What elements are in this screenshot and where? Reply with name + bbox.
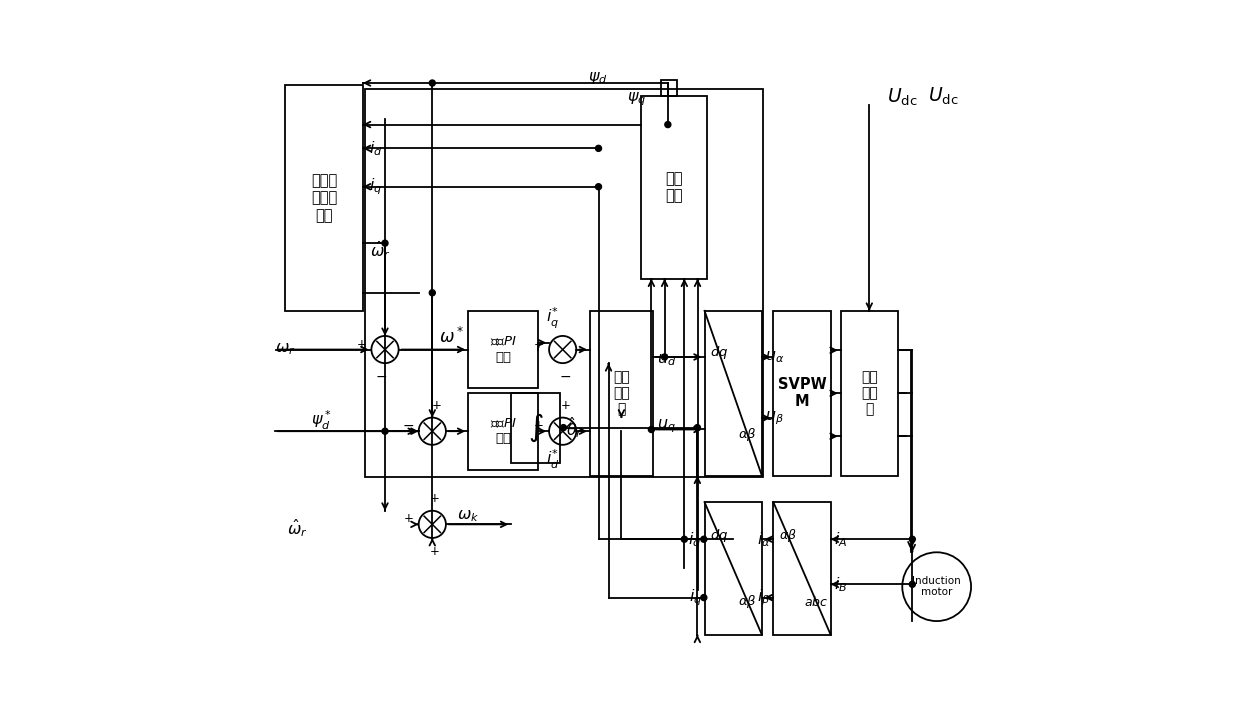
Text: $u_{\alpha}$: $u_{\alpha}$ <box>765 349 784 365</box>
Bar <box>841 311 898 476</box>
Circle shape <box>560 425 567 430</box>
Text: $U_{\rm dc}$: $U_{\rm dc}$ <box>928 85 959 107</box>
Circle shape <box>595 145 601 152</box>
Text: 磁链$\mathit{PI}$
控制: 磁链$\mathit{PI}$ 控制 <box>490 417 517 445</box>
Circle shape <box>694 425 701 430</box>
Text: 自适应
率转速
辨识: 自适应 率转速 辨识 <box>311 173 337 223</box>
Text: $i_d$: $i_d$ <box>688 530 702 549</box>
Text: $\omega_k$: $\omega_k$ <box>456 508 479 523</box>
Bar <box>511 393 559 463</box>
Bar <box>774 311 831 476</box>
Circle shape <box>382 240 388 246</box>
Circle shape <box>909 536 915 542</box>
Text: $\alpha\beta$: $\alpha\beta$ <box>738 426 756 443</box>
Circle shape <box>665 121 671 128</box>
Text: $i_q^{*}$: $i_q^{*}$ <box>546 305 559 331</box>
Text: $i_B$: $i_B$ <box>833 575 847 593</box>
Circle shape <box>701 594 707 601</box>
Text: $\psi_d$: $\psi_d$ <box>588 70 608 86</box>
Text: $\hat{\omega}_r$: $\hat{\omega}_r$ <box>370 240 391 261</box>
Bar <box>285 85 363 311</box>
Text: $i_q$: $i_q$ <box>368 176 382 197</box>
Text: $i_d$: $i_d$ <box>368 139 382 157</box>
Text: $U_{\rm dc}$: $U_{\rm dc}$ <box>888 87 918 108</box>
Text: −: − <box>559 370 572 384</box>
Circle shape <box>681 536 687 542</box>
Circle shape <box>649 427 655 432</box>
Bar <box>774 502 831 635</box>
Text: $u_d$: $u_d$ <box>656 352 676 368</box>
Bar <box>469 393 538 470</box>
Text: +: + <box>430 545 440 558</box>
Circle shape <box>595 183 601 190</box>
Text: $\omega^*$: $\omega^*$ <box>439 326 465 347</box>
Text: $dq$: $dq$ <box>709 344 728 360</box>
Bar <box>661 80 677 96</box>
Bar <box>641 96 707 279</box>
Bar <box>704 311 761 476</box>
Circle shape <box>382 428 388 434</box>
Text: SVPW
M: SVPW M <box>777 377 826 409</box>
Text: $i_{\beta}$: $i_{\beta}$ <box>758 587 770 608</box>
Bar <box>365 89 764 477</box>
Text: +: + <box>534 419 544 432</box>
Text: $u_{\beta}$: $u_{\beta}$ <box>765 409 784 427</box>
Text: 转速$\mathit{PI}$
控制: 转速$\mathit{PI}$ 控制 <box>490 336 517 364</box>
Text: +: + <box>432 399 441 412</box>
Text: $i_d^{*}$: $i_d^{*}$ <box>546 448 559 471</box>
Text: $\psi_d^*$: $\psi_d^*$ <box>311 409 332 432</box>
Text: $\int$: $\int$ <box>527 412 543 444</box>
Text: $\alpha\beta$: $\alpha\beta$ <box>779 527 796 544</box>
Text: +: + <box>430 492 440 505</box>
Circle shape <box>701 536 707 542</box>
Text: $\alpha\beta$: $\alpha\beta$ <box>738 593 756 610</box>
Circle shape <box>429 290 435 296</box>
Text: +: + <box>560 399 570 412</box>
Bar <box>704 502 761 635</box>
Bar <box>469 311 538 388</box>
Text: −: − <box>376 370 387 384</box>
Text: 三相
逆变
器: 三相 逆变 器 <box>861 370 878 417</box>
Circle shape <box>662 354 667 360</box>
Text: $dq$: $dq$ <box>709 527 728 544</box>
Circle shape <box>429 80 435 86</box>
Text: +: + <box>534 338 544 351</box>
Bar <box>590 311 653 476</box>
Text: −: − <box>402 419 414 432</box>
Text: +: + <box>404 513 414 526</box>
Text: 电流
控制
器: 电流 控制 器 <box>613 370 630 417</box>
Text: $i_{\alpha}$: $i_{\alpha}$ <box>756 530 770 549</box>
Circle shape <box>909 581 915 587</box>
Text: $i_q$: $i_q$ <box>688 587 702 608</box>
Text: $\psi_q$: $\psi_q$ <box>627 91 646 108</box>
Text: $i_A$: $i_A$ <box>833 530 847 549</box>
Text: +: + <box>357 338 366 351</box>
Text: $\hat{\theta}_r$: $\hat{\theta}_r$ <box>565 415 583 440</box>
Text: $\hat{\omega}_r$: $\hat{\omega}_r$ <box>286 517 308 539</box>
Text: $\omega_r$: $\omega_r$ <box>275 342 295 357</box>
Text: $u_q$: $u_q$ <box>656 417 676 435</box>
Text: 磁链
观测: 磁链 观测 <box>666 171 683 204</box>
Text: Induction
motor: Induction motor <box>913 576 961 598</box>
Text: $abc$: $abc$ <box>805 594 828 609</box>
